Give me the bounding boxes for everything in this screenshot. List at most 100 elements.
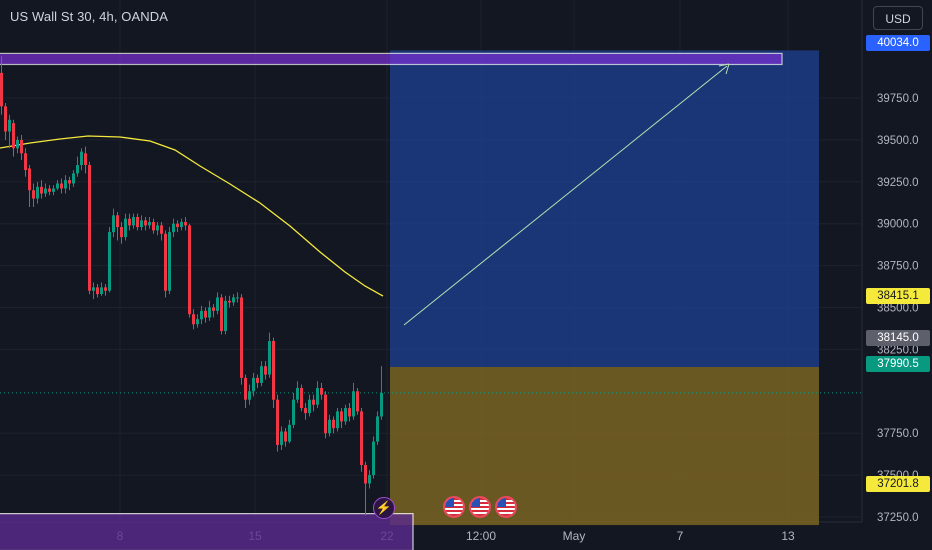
candle-down[interactable] (212, 307, 215, 311)
candle-down[interactable] (220, 297, 223, 331)
candle-up[interactable] (172, 223, 175, 233)
candle-down[interactable] (228, 300, 231, 303)
candle-up[interactable] (292, 399, 295, 425)
candle-down[interactable] (48, 188, 51, 192)
candle-up[interactable] (8, 119, 11, 132)
candle-up[interactable] (196, 319, 199, 325)
candle-up[interactable] (72, 173, 75, 184)
candle-down[interactable] (188, 225, 191, 315)
candle-down[interactable] (272, 341, 275, 400)
candle-up[interactable] (316, 387, 319, 405)
candle-up[interactable] (208, 307, 211, 318)
candle-down[interactable] (176, 223, 179, 228)
candle-up[interactable] (56, 183, 59, 189)
candle-down[interactable] (152, 222, 155, 231)
candle-up[interactable] (36, 186, 39, 199)
candle-up[interactable] (52, 188, 55, 192)
candle-up[interactable] (92, 287, 95, 291)
candle-up[interactable] (180, 222, 183, 228)
candle-up[interactable] (252, 377, 255, 392)
candle-up[interactable] (280, 431, 283, 445)
candle-up[interactable] (352, 391, 355, 417)
candle-up[interactable] (100, 287, 103, 295)
candle-up[interactable] (232, 297, 235, 303)
candle-down[interactable] (104, 287, 107, 291)
candle-down[interactable] (244, 377, 247, 400)
candle-down[interactable] (364, 465, 367, 484)
candle-up[interactable] (168, 232, 171, 291)
candle-down[interactable] (144, 220, 147, 226)
candle-down[interactable] (96, 287, 99, 295)
candle-up[interactable] (376, 416, 379, 442)
candle-up[interactable] (76, 165, 79, 174)
candle-down[interactable] (340, 411, 343, 422)
candle-down[interactable] (324, 394, 327, 434)
supply-zone-rectangle[interactable] (0, 52, 783, 66)
candle-up[interactable] (372, 441, 375, 476)
candle-up[interactable] (112, 215, 115, 233)
candle-up[interactable] (124, 218, 127, 238)
candle-down[interactable] (204, 310, 207, 318)
candle-down[interactable] (356, 391, 359, 412)
candle-down[interactable] (160, 225, 163, 234)
us-flag-icon[interactable] (443, 496, 465, 518)
demand-zone-rectangle[interactable] (0, 513, 414, 550)
candle-down[interactable] (136, 216, 139, 228)
candle-up[interactable] (16, 139, 19, 149)
candle-down[interactable] (40, 186, 43, 194)
candle-up[interactable] (296, 387, 299, 400)
candle-down[interactable] (332, 419, 335, 429)
candle-up[interactable] (328, 419, 331, 434)
candle-up[interactable] (140, 220, 143, 228)
candle-down[interactable] (164, 233, 167, 291)
candle-up[interactable] (132, 216, 135, 226)
currency-button[interactable]: USD (873, 6, 923, 30)
candle-down[interactable] (120, 227, 123, 238)
candle-down[interactable] (24, 153, 27, 171)
candle-up[interactable] (44, 188, 47, 194)
candle-down[interactable] (312, 399, 315, 405)
lightning-icon[interactable]: ⚡ (373, 497, 395, 519)
candle-down[interactable] (320, 387, 323, 395)
candle-down[interactable] (184, 222, 187, 226)
candle-up[interactable] (336, 411, 339, 429)
us-flag-icon[interactable] (495, 496, 517, 518)
candle-down[interactable] (192, 314, 195, 325)
candle-down[interactable] (116, 215, 119, 228)
candle-up[interactable] (108, 232, 111, 291)
candle-down[interactable] (0, 72, 3, 107)
trend-arrow-line[interactable] (403, 65, 728, 326)
candle-down[interactable] (20, 139, 23, 154)
candle-down[interactable] (300, 387, 303, 409)
candle-up[interactable] (344, 408, 347, 422)
candle-up[interactable] (224, 300, 227, 331)
price-axis[interactable] (862, 0, 932, 550)
candle-up[interactable] (368, 475, 371, 484)
candle-up[interactable] (64, 180, 67, 189)
candle-down[interactable] (12, 123, 15, 149)
us-flag-icon[interactable] (469, 496, 491, 518)
candle-down[interactable] (88, 165, 91, 291)
candle-up[interactable] (268, 341, 271, 375)
candle-down[interactable] (276, 399, 279, 445)
candle-up[interactable] (248, 391, 251, 400)
candle-down[interactable] (32, 190, 35, 199)
candle-down[interactable] (264, 366, 267, 375)
candle-up[interactable] (288, 424, 291, 442)
candle-up[interactable] (380, 392, 383, 417)
candle-up[interactable] (148, 222, 151, 226)
candle-up[interactable] (200, 310, 203, 320)
candle-up[interactable] (260, 366, 263, 383)
candle-down[interactable] (348, 408, 351, 417)
candle-down[interactable] (360, 411, 363, 466)
candle-up[interactable] (156, 225, 159, 231)
candle-down[interactable] (60, 183, 63, 189)
candle-up[interactable] (308, 399, 311, 414)
candle-up[interactable] (216, 297, 219, 311)
candle-down[interactable] (28, 168, 31, 191)
candle-down[interactable] (284, 431, 287, 442)
candle-down[interactable] (240, 297, 243, 378)
candle-down[interactable] (304, 408, 307, 414)
